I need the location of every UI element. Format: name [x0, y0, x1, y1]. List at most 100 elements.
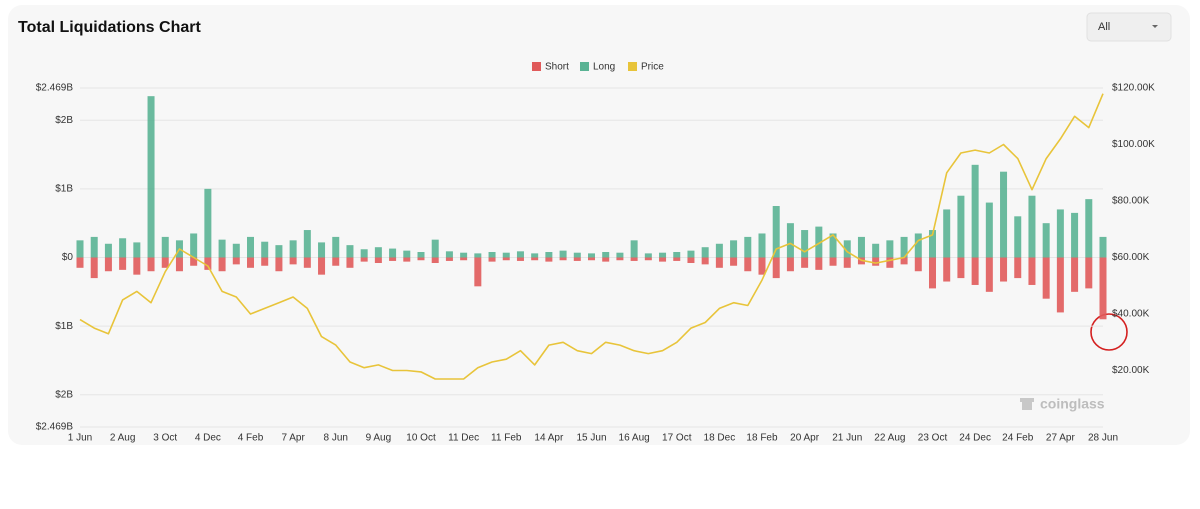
bar [715, 243, 723, 258]
bar [602, 252, 610, 258]
bar [630, 257, 638, 261]
bar [502, 257, 510, 261]
bar [1085, 199, 1093, 258]
y2-tick-label: $100.00K [1112, 139, 1155, 150]
y-tick-label: $1B [55, 183, 73, 194]
bar [559, 250, 567, 258]
dropdown-label[interactable]: All [1098, 21, 1110, 33]
bar [673, 252, 681, 258]
bar [1099, 257, 1107, 320]
x-tick-label: 21 Jun [832, 433, 862, 444]
bar [801, 230, 809, 258]
bar [701, 257, 709, 265]
bar [76, 257, 84, 268]
bar [659, 252, 667, 258]
legend-label[interactable]: Long [593, 62, 615, 73]
bar [104, 243, 112, 258]
legend-item[interactable]: Short [532, 62, 569, 73]
bar [374, 247, 382, 258]
bar [1071, 257, 1079, 292]
y2-tick-label: $20.00K [1112, 365, 1150, 376]
bar [545, 257, 553, 262]
legend-item[interactable]: Long [580, 62, 615, 73]
x-tick-label: 4 Feb [238, 433, 264, 444]
bar [573, 252, 581, 258]
bar [161, 236, 169, 258]
legend-item[interactable]: Price [628, 62, 664, 73]
bar [133, 242, 141, 258]
bar [1014, 257, 1022, 279]
bar [957, 257, 965, 279]
bar [488, 252, 496, 258]
y-tick-label: $1B [55, 321, 73, 332]
price-line [79, 93, 1104, 380]
bar [900, 236, 908, 258]
y2-tick-label: $40.00K [1112, 309, 1150, 320]
legend-label[interactable]: Price [641, 62, 664, 73]
bar [744, 257, 752, 272]
bar [744, 236, 752, 258]
bar [829, 257, 837, 266]
bar [76, 240, 84, 258]
bar [1056, 209, 1064, 258]
bar [886, 257, 894, 268]
bar [843, 257, 851, 268]
x-tick-label: 11 Feb [491, 433, 522, 444]
bar [900, 257, 908, 265]
y2-tick-label: $120.00K [1112, 83, 1155, 94]
bar [772, 206, 780, 258]
legend-swatch [628, 62, 637, 71]
legend-label[interactable]: Short [545, 62, 569, 73]
bar [332, 257, 340, 266]
bar [360, 257, 368, 262]
bar [687, 250, 695, 258]
bar [971, 164, 979, 258]
bar [389, 257, 397, 261]
bar [417, 257, 425, 261]
watermark-text: coinglass [1040, 396, 1105, 412]
bar [701, 247, 709, 258]
bar [872, 243, 880, 258]
x-tick-label: 24 Feb [1002, 433, 1034, 444]
bar [559, 257, 567, 261]
x-tick-label: 9 Aug [366, 433, 392, 444]
bar [1000, 257, 1008, 282]
bar [119, 238, 127, 258]
bar [943, 257, 951, 282]
bar [431, 239, 439, 258]
bar [644, 253, 652, 258]
bar [431, 257, 439, 263]
dropdown-box[interactable] [1086, 12, 1172, 42]
bar [630, 240, 638, 258]
bar [1071, 212, 1079, 258]
bar [715, 257, 723, 268]
bar [602, 257, 610, 262]
card [8, 5, 1190, 445]
y-tick-label: $2.469B [36, 83, 74, 94]
watermark-icon [1020, 398, 1034, 410]
bar [1099, 236, 1107, 258]
bar [872, 257, 880, 266]
bar [1028, 257, 1036, 285]
bar [943, 209, 951, 258]
bar [1056, 257, 1064, 313]
bar [318, 242, 326, 258]
bar [659, 257, 667, 262]
bar [758, 257, 766, 275]
bar [90, 257, 98, 279]
bar [275, 245, 283, 258]
bar [516, 257, 524, 261]
range-dropdown[interactable]: All [1086, 12, 1172, 42]
bar [545, 252, 553, 258]
bar [289, 240, 297, 258]
x-tick-label: 14 Apr [534, 433, 564, 444]
bar [1014, 216, 1022, 258]
bar [346, 257, 354, 268]
bar [801, 257, 809, 268]
bar [772, 257, 780, 279]
x-tick-label: 7 Apr [281, 433, 305, 444]
bar [474, 253, 482, 258]
bar [204, 188, 212, 258]
bar [460, 257, 468, 261]
x-tick-label: 18 Dec [704, 433, 736, 444]
